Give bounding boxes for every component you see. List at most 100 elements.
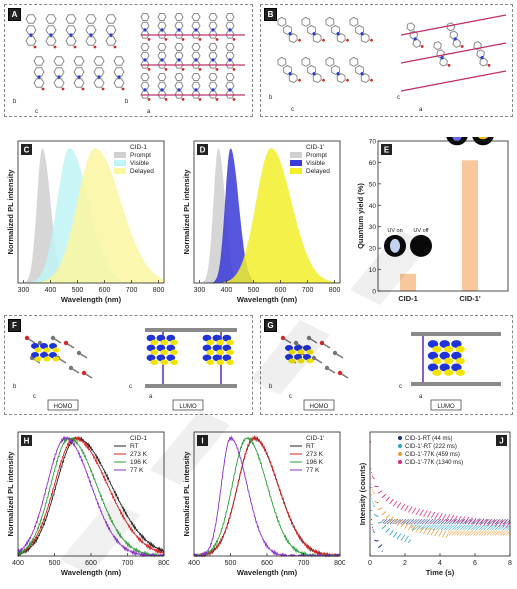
legend-swatch-c-2: [114, 168, 126, 174]
series-d-0: [194, 148, 340, 283]
chart-e: E CID-1 UV on UV off CID-1' UV on UV off 0 10 20 3…: [356, 137, 509, 303]
series-i-1: [193, 435, 341, 558]
legend-marker-j-0: [398, 436, 402, 440]
axis-c-left-f: c: [33, 394, 36, 400]
x-tick-label-j-4: 4: [438, 560, 442, 567]
legend-entry-h-3: 77 K: [130, 467, 144, 474]
plot-frame-e: [377, 140, 509, 292]
x-tick-label-e-1: CID-1': [459, 294, 481, 303]
axis-c-right-b: c: [397, 95, 400, 101]
svg-text:J: J: [499, 437, 503, 446]
series-d-1: [194, 148, 340, 283]
orbital-structure-g: b c c a HOMO LUMO: [269, 332, 501, 411]
y-tick-label-e-50: 50: [369, 181, 377, 188]
axis-b-left-g: b: [269, 384, 273, 390]
panel-a-label: A: [8, 8, 21, 21]
y-tick-label-e-10: 10: [369, 267, 377, 274]
legend-entry-j-1: CID-1'-RT (222 ms): [405, 444, 457, 450]
y-axis-label-d: Normalized PL intensity: [182, 169, 191, 255]
photo-uv-off-0: [410, 234, 432, 257]
x-tick-label-j-6: 6: [473, 560, 477, 567]
y-axis-label-c: Normalized PL intensity: [6, 169, 15, 255]
legend-swatch-c-1: [114, 160, 126, 166]
x-tick-label-c-800: 800: [153, 287, 165, 294]
x-tick-label-i-600: 600: [261, 560, 273, 567]
series-j-0: [370, 441, 511, 552]
legend-swatch-d-0: [290, 152, 302, 158]
x-tick-label-i-800: 800: [334, 560, 345, 567]
axis-c-right-g: c: [399, 384, 402, 390]
y-tick-label-e-0: 0: [372, 289, 376, 296]
legend-entry-j-3: CID-1'-77K (1340 ms): [405, 460, 463, 466]
legend-entry-d-0: Prompt: [306, 152, 327, 159]
chart-h: H 400 500 600 700 800 Wavelength (nm) Normalize…: [6, 431, 169, 577]
legend-entry-d-1: Visible: [306, 160, 325, 167]
y-axis-label-j: Intensity (counts): [358, 462, 367, 525]
glow-uv-off-1: [477, 137, 489, 140]
y-tick-label-e-20: 20: [369, 246, 377, 253]
axis-a-right-b: a: [419, 107, 423, 113]
x-tick-label-c-700: 700: [126, 287, 138, 294]
panel-b-label: B: [264, 8, 277, 21]
y-axis-label-h: Normalized PL intensity: [6, 451, 15, 537]
x-tick-label-d-800: 800: [329, 287, 341, 294]
x-axis-label-h: Wavelength (nm): [61, 568, 122, 577]
series-h-0: [17, 435, 165, 558]
legend-title-c: CID-1: [130, 144, 147, 151]
panel-g-label: G: [264, 319, 277, 332]
svg-text:D: D: [200, 146, 206, 155]
axis-a-right-a: a: [147, 109, 151, 115]
series-h-3: [17, 435, 165, 558]
x-tick-label-h-400: 400: [12, 560, 24, 567]
x-axis-label-j: Time (s): [426, 568, 455, 577]
legend-swatch-d-2: [290, 168, 302, 174]
axis-b-left-a: b: [13, 99, 17, 105]
x-axis-label-c: Wavelength (nm): [61, 295, 122, 304]
bar-1: [462, 160, 478, 291]
legend-entry-i-1: 273 K: [306, 451, 324, 458]
chart-c: C 300 400 500 600 700 800 Wavelength (nm) Normal…: [6, 140, 165, 304]
panel-a: A b c b a: [4, 4, 253, 117]
lumo-label-f: LUMO: [179, 404, 197, 410]
inset-photos-0: UV on UV off: [384, 228, 432, 257]
y-tick-label-e-60: 60: [369, 160, 377, 167]
x-axis-label-d: Wavelength (nm): [237, 295, 298, 304]
axis-b-right-a: b: [125, 99, 129, 105]
x-tick-label-j-0: 0: [368, 560, 372, 567]
legend-title-h: CID-1: [130, 435, 147, 442]
legend-swatch-c-0: [114, 152, 126, 158]
series-c-2: [18, 148, 164, 283]
homo-label-g: HOMO: [310, 404, 329, 410]
panel-label-h: H: [21, 435, 32, 446]
series-i-3: [193, 435, 341, 558]
series-j-3: [370, 441, 511, 528]
bar-0: [400, 273, 416, 291]
x-tick-label-h-800: 800: [158, 560, 169, 567]
y-tick-label-e-30: 30: [369, 224, 377, 231]
legend-entry-i-2: 196 K: [306, 459, 324, 466]
x-tick-label-i-700: 700: [298, 560, 310, 567]
plot-frame-j: [369, 431, 511, 557]
x-axis-label-i: Wavelength (nm): [237, 568, 298, 577]
legend-entry-j-2: CID-1'-77K (459 ms): [405, 452, 460, 458]
x-tick-label-i-400: 400: [188, 560, 200, 567]
svg-text:H: H: [24, 437, 30, 446]
axis-b-left-f: b: [13, 384, 17, 390]
legend-entry-h-1: 273 K: [130, 451, 148, 458]
crystal-structure-a: b c b a: [13, 13, 245, 115]
legend-title-d: CID-1': [306, 144, 324, 151]
glow-uv-on-0: [390, 238, 400, 253]
x-tick-label-d-500: 500: [248, 287, 260, 294]
legend-entry-c-1: Visible: [130, 160, 149, 167]
chart-j: J 0 2 4 6 8 Time (s) Intensity (counts) CID-1-RT…: [358, 431, 512, 577]
series-d-2: [194, 148, 340, 283]
legend-entry-i-3: 77 K: [306, 467, 320, 474]
y-tick-label-e-40: 40: [369, 203, 377, 210]
axis-b-left-b: b: [269, 95, 273, 101]
panel-label-c: C: [21, 144, 32, 155]
panel-b: B b c c a: [260, 4, 513, 117]
panel-label-d: D: [197, 144, 208, 155]
homo-label-f: HOMO: [54, 404, 73, 410]
legend-entry-c-2: Delayed: [130, 168, 154, 175]
legend-marker-j-1: [398, 444, 402, 448]
